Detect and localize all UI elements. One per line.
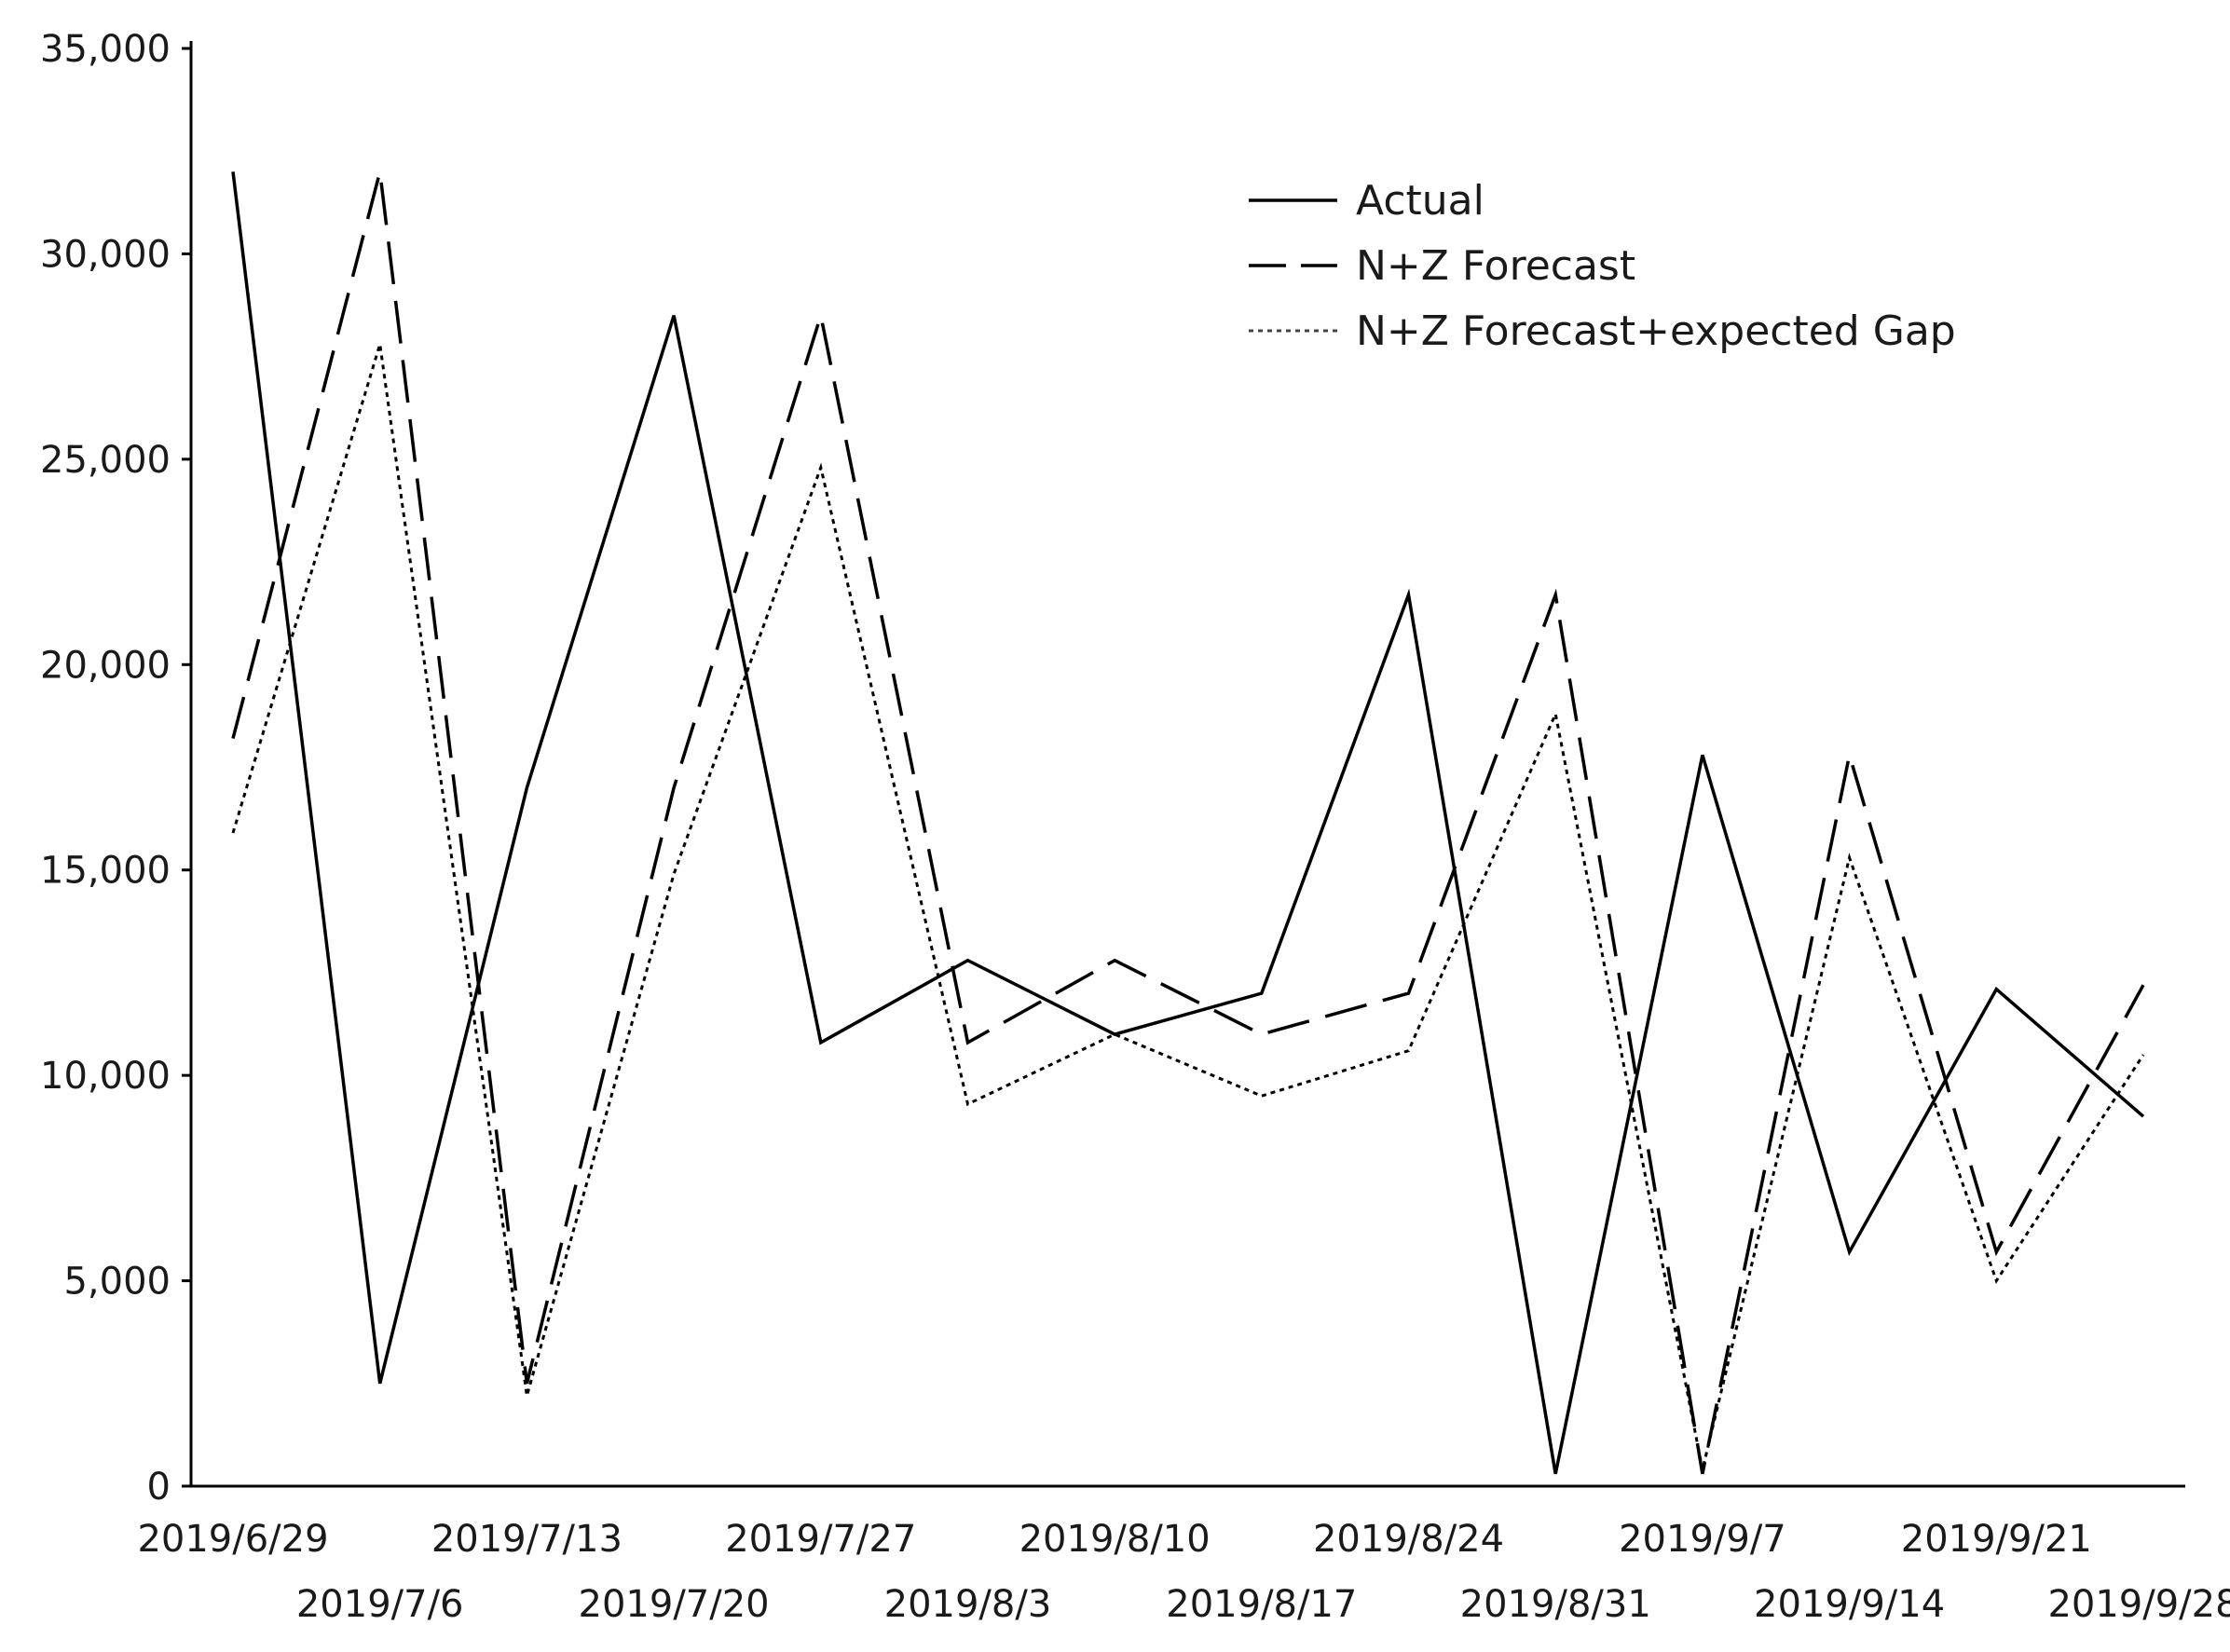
legend-label: N+Z Forecast+expected Gap	[1356, 307, 1956, 355]
x-tick-label: 2019/9/7	[1619, 1518, 1786, 1561]
x-tick-label: 2019/9/21	[1901, 1518, 2092, 1561]
series-line-2	[231, 171, 2145, 1475]
y-tick-label: 25,000	[40, 439, 171, 482]
x-tick-label: 2019/8/24	[1313, 1518, 1504, 1561]
x-tick-label: 2019/8/17	[1166, 1583, 1357, 1626]
x-tick-label: 2019/9/28	[2047, 1583, 2230, 1626]
y-tick-label: 30,000	[40, 233, 171, 276]
y-tick-label: 35,000	[40, 28, 171, 71]
x-tick-label: 2019/7/20	[579, 1583, 770, 1626]
series-lines	[231, 171, 2145, 1475]
series-line-1	[231, 171, 2145, 1475]
x-tick-label: 2019/8/31	[1460, 1583, 1651, 1626]
y-tick-label: 20,000	[40, 644, 171, 687]
x-tick-label: 2019/8/10	[1019, 1518, 1211, 1561]
x-tick-label: 2019/7/27	[725, 1518, 916, 1561]
legend: Actual N+Z Forecast N+Z Forecast+expected …	[1249, 177, 1956, 355]
y-tick-label: 0	[147, 1466, 171, 1509]
y-tick-label: 15,000	[40, 850, 171, 893]
x-tick-label: 2019/8/3	[884, 1583, 1052, 1626]
axes	[189, 41, 2185, 1488]
x-tick-label: 2019/7/13	[431, 1518, 622, 1561]
series-line-3	[231, 343, 2145, 1470]
legend-label: N+Z Forecast	[1356, 242, 1635, 290]
y-tick-label: 10,000	[40, 1055, 171, 1098]
x-axis-ticks: 2019/6/29 2019/7/6 2019/7/13 2019/7/20 2019/…	[137, 1518, 2230, 1626]
y-tick-label: 5,000	[63, 1261, 171, 1304]
x-tick-label: 2019/6/29	[137, 1518, 328, 1561]
y-axis-ticks: 0 5,000 10,000 15,000 20,000 25,000 30,000 35,0…	[40, 28, 191, 1509]
x-tick-label: 2019/9/14	[1754, 1583, 1945, 1626]
legend-label: Actual	[1356, 177, 1484, 225]
x-tick-label: 2019/7/6	[296, 1583, 464, 1626]
